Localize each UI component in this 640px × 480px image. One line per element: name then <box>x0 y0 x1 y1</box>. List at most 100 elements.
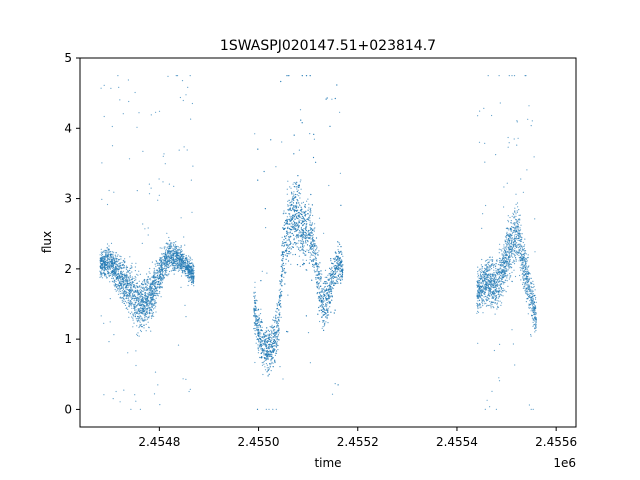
data-point <box>121 292 123 294</box>
data-point <box>305 227 307 229</box>
data-point <box>310 246 312 248</box>
data-point <box>138 326 140 329</box>
data-point <box>301 122 303 124</box>
data-point <box>323 293 325 295</box>
data-point <box>274 360 276 362</box>
data-point <box>255 325 258 327</box>
data-point <box>318 291 320 293</box>
data-point <box>165 257 168 259</box>
data-point <box>109 321 111 323</box>
data-point <box>144 298 147 300</box>
data-point <box>125 285 128 287</box>
data-point <box>279 288 281 290</box>
data-point <box>289 186 291 188</box>
data-point <box>148 307 150 309</box>
data-point <box>322 303 324 306</box>
data-point <box>108 253 110 256</box>
data-point <box>166 246 168 248</box>
data-point <box>297 236 299 239</box>
data-point <box>144 318 146 320</box>
data-point <box>152 300 154 302</box>
data-point <box>143 310 145 312</box>
data-point <box>260 352 262 354</box>
data-point <box>189 268 192 270</box>
data-point <box>134 275 136 278</box>
data-point <box>150 317 153 319</box>
data-point <box>192 281 194 283</box>
data-point <box>112 259 114 261</box>
data-point <box>337 257 339 259</box>
data-point <box>274 333 276 335</box>
data-point <box>174 268 176 270</box>
data-point <box>189 272 191 274</box>
data-point <box>281 275 283 277</box>
data-point <box>139 297 141 299</box>
data-point <box>129 272 131 274</box>
data-point <box>146 316 148 318</box>
data-point <box>289 253 291 255</box>
data-point <box>123 299 125 301</box>
data-point <box>258 323 260 326</box>
data-point <box>338 252 340 254</box>
data-point <box>305 239 307 241</box>
data-point <box>266 357 268 360</box>
data-point <box>127 79 129 81</box>
data-point <box>330 311 332 313</box>
data-point <box>159 282 161 284</box>
data-point <box>119 99 121 101</box>
data-point <box>183 146 185 148</box>
data-point <box>312 156 315 159</box>
data-point <box>300 219 302 221</box>
data-point <box>272 339 274 341</box>
data-point <box>289 207 291 209</box>
data-point <box>323 320 325 322</box>
data-point <box>106 203 109 206</box>
data-point <box>172 248 174 250</box>
data-point <box>140 324 142 326</box>
data-point <box>130 265 132 267</box>
data-point <box>330 271 332 273</box>
data-point <box>315 277 317 279</box>
data-point <box>147 317 149 319</box>
data-point <box>337 241 339 243</box>
data-point <box>326 289 328 291</box>
data-point <box>146 287 148 289</box>
data-point <box>321 273 323 275</box>
data-point <box>162 262 164 264</box>
data-point <box>309 133 311 135</box>
data-point <box>175 263 177 265</box>
data-point <box>268 346 270 348</box>
data-point <box>124 274 127 276</box>
data-point <box>138 304 140 306</box>
data-point <box>146 284 148 286</box>
data-point <box>287 260 290 262</box>
data-point <box>274 348 276 351</box>
data-point <box>142 281 144 283</box>
data-point <box>300 232 302 234</box>
data-point <box>289 231 291 233</box>
data-point <box>325 316 327 318</box>
data-point <box>160 272 162 275</box>
data-point <box>335 252 337 254</box>
data-point <box>292 246 294 248</box>
data-point <box>141 305 143 307</box>
data-point <box>311 232 313 234</box>
data-point <box>142 290 144 292</box>
data-point <box>271 330 273 333</box>
data-point <box>143 308 145 310</box>
data-point <box>254 281 256 283</box>
data-point <box>283 268 285 270</box>
data-point <box>320 309 322 311</box>
data-point <box>127 295 129 297</box>
data-point <box>136 126 138 128</box>
data-point <box>147 307 149 309</box>
data-point <box>337 269 339 271</box>
data-point <box>171 256 173 258</box>
data-point <box>323 232 325 234</box>
data-point <box>133 315 135 317</box>
data-point <box>151 286 153 288</box>
data-point <box>275 336 277 338</box>
data-point <box>137 300 140 303</box>
data-point <box>167 263 169 265</box>
data-point <box>342 255 344 257</box>
